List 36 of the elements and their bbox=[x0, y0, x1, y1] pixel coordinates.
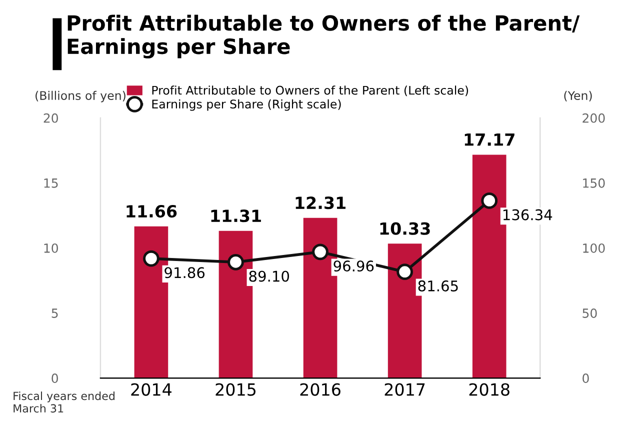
y-tick-label: 5 bbox=[52, 308, 58, 318]
data-label: 96.96 bbox=[334, 260, 374, 272]
y2-tick-label: 200 bbox=[582, 113, 605, 123]
y-axis-title: (Billions of yen) bbox=[36, 90, 126, 102]
point bbox=[228, 254, 244, 270]
x-tick-label: 2015 bbox=[216, 383, 256, 396]
data-label: 17.17 bbox=[464, 134, 514, 146]
y-tick-label: 15 bbox=[44, 178, 58, 188]
x-tick-label: 2017 bbox=[384, 383, 425, 396]
data-label: 10.33 bbox=[380, 222, 430, 235]
point bbox=[143, 250, 160, 267]
data-label: 91.86 bbox=[164, 267, 205, 278]
data-label: 81.65 bbox=[418, 280, 458, 292]
data-label: 89.10 bbox=[249, 270, 290, 282]
x-tick-label: 2018 bbox=[469, 383, 510, 396]
y2-tick-label: 50 bbox=[582, 308, 597, 318]
point bbox=[396, 264, 414, 280]
y2-tick-label: 150 bbox=[583, 178, 605, 188]
chart-title: Profit Attributable to Owners of the Parent/ Earnings per Share bbox=[68, 14, 580, 58]
x-tick-label: 2014 bbox=[131, 383, 172, 396]
y2-tick-label: 100 bbox=[583, 243, 605, 253]
data-label: 11.66 bbox=[126, 205, 177, 218]
point bbox=[312, 244, 328, 260]
y-tick-label: 10 bbox=[44, 243, 58, 253]
legend-label: Profit Attributable to Owners of the Parent (Left scale) bbox=[152, 86, 468, 96]
x-tick-label: 2016 bbox=[300, 383, 340, 396]
y2-axis-title: (Yen) bbox=[564, 90, 592, 102]
data-label: 12.31 bbox=[296, 196, 346, 210]
y-tick-label: 0 bbox=[52, 374, 58, 383]
y2-tick-label: 0 bbox=[582, 374, 589, 383]
point bbox=[481, 192, 498, 209]
data-label: 136.34 bbox=[503, 209, 552, 220]
text: Fiscal years ended March 31 bbox=[14, 392, 114, 413]
data-label: 11.31 bbox=[211, 210, 261, 222]
legend-label: Earnings per Share (Right scale) bbox=[152, 99, 341, 111]
y-tick-label: 20 bbox=[44, 113, 58, 123]
